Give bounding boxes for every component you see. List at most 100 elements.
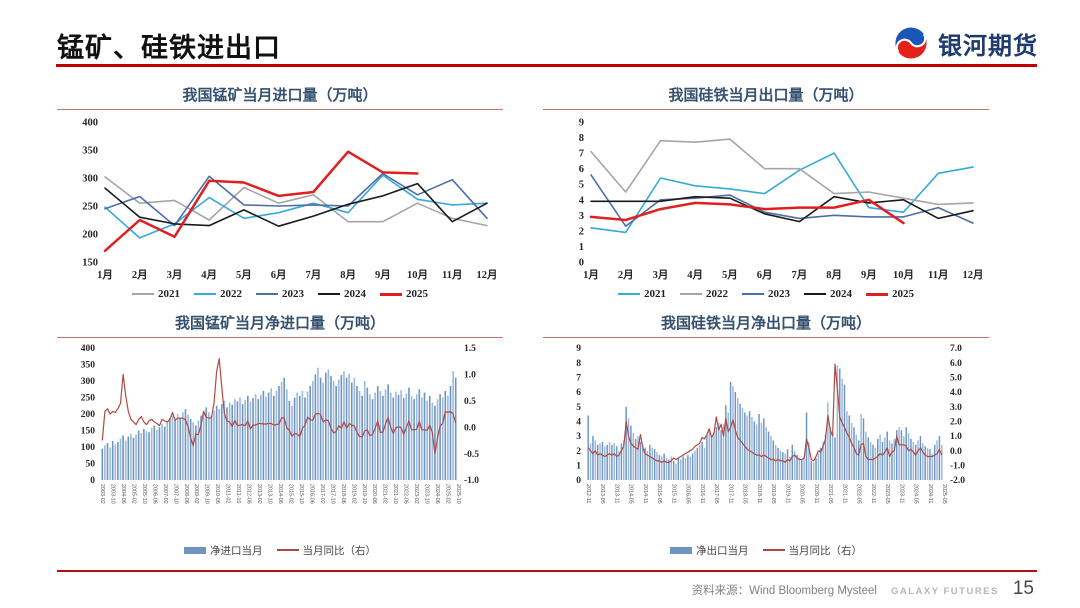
svg-text:4.0: 4.0: [950, 388, 962, 398]
svg-text:4: 4: [576, 418, 581, 428]
svg-text:2025-02: 2025-02: [445, 484, 451, 504]
svg-text:7月: 7月: [305, 269, 321, 281]
svg-text:2022-06: 2022-06: [403, 484, 409, 504]
svg-text:3: 3: [579, 211, 584, 222]
svg-text:2: 2: [576, 447, 581, 457]
svg-text:2014-11: 2014-11: [642, 484, 648, 503]
svg-text:2014-06: 2014-06: [277, 484, 283, 504]
svg-text:2015-10: 2015-10: [298, 484, 304, 504]
svg-text:0.0: 0.0: [950, 447, 962, 457]
svg-text:2021-05: 2021-05: [827, 484, 833, 504]
legend-swatch: [866, 292, 888, 296]
svg-text:2017-10: 2017-10: [329, 484, 335, 504]
svg-text:150: 150: [81, 427, 96, 437]
svg-text:2021-02: 2021-02: [382, 484, 388, 504]
title-underline: [543, 337, 989, 338]
footer-accent-line: [57, 570, 1037, 572]
svg-text:2009-02: 2009-02: [193, 484, 199, 504]
panel-fe-export: 我国硅铁当月出口量（万吨） 0 1 2 3 4 5 6 7 8 9 1月 2月 3月 4月 5月 6月 7月 8月…: [543, 84, 989, 303]
svg-text:2021-10: 2021-10: [392, 484, 398, 504]
svg-text:100: 100: [81, 443, 96, 453]
svg-text:2024-05: 2024-05: [913, 484, 919, 504]
svg-text:3.0: 3.0: [950, 403, 962, 413]
svg-text:2020-05: 2020-05: [799, 484, 805, 504]
svg-text:250: 250: [82, 202, 98, 213]
svg-text:12月: 12月: [963, 269, 984, 281]
svg-text:2024-11: 2024-11: [927, 484, 933, 503]
chart-title-fe-net-export: 我国硅铁当月净出口量（万吨）: [660, 315, 871, 332]
svg-text:2013-10: 2013-10: [267, 484, 273, 504]
svg-text:1: 1: [576, 462, 581, 472]
svg-text:2011-10: 2011-10: [235, 484, 241, 503]
legend-swatch: [256, 293, 278, 295]
svg-text:-1.0: -1.0: [950, 462, 965, 472]
svg-text:2013-02: 2013-02: [256, 484, 262, 504]
svg-text:8: 8: [576, 359, 581, 369]
svg-text:400: 400: [82, 118, 98, 129]
svg-text:300: 300: [82, 174, 98, 185]
svg-text:2月: 2月: [132, 269, 148, 281]
svg-text:2010-06: 2010-06: [214, 484, 220, 504]
svg-text:6月: 6月: [757, 269, 773, 281]
svg-text:200: 200: [81, 410, 96, 420]
header-accent-line: [56, 64, 1037, 67]
legend-swatch: [380, 292, 402, 296]
legend-swatch: [742, 293, 764, 295]
chart-title-mn-net-import: 我国锰矿当月净进口量（万吨）: [174, 315, 385, 332]
svg-text:2011-02: 2011-02: [225, 484, 231, 503]
legend-item: 2021: [132, 288, 180, 300]
legend-label: 2025: [892, 288, 914, 300]
legend-item: 当月同比（右）: [762, 543, 863, 558]
svg-text:2015-02: 2015-02: [287, 484, 293, 504]
svg-text:10月: 10月: [407, 269, 428, 281]
svg-text:4: 4: [579, 195, 585, 206]
svg-text:2018-05: 2018-05: [742, 484, 748, 504]
svg-text:2012-06: 2012-06: [246, 484, 252, 504]
legend-item: 净进口当月: [184, 543, 263, 558]
svg-text:2024-06: 2024-06: [434, 484, 440, 504]
legend-item: 2023: [256, 288, 304, 300]
svg-text:8: 8: [579, 133, 584, 144]
legend-label: 当月同比（右）: [788, 544, 863, 557]
svg-text:2020-11: 2020-11: [813, 484, 819, 503]
svg-text:2006-06: 2006-06: [151, 484, 157, 504]
brand-name: 银河期货: [938, 32, 1038, 60]
title-underline: [57, 109, 503, 110]
svg-text:1.0: 1.0: [950, 432, 962, 442]
panel-mn-net-import: 我国锰矿当月净进口量（万吨） 0 50 100 150 200 250 300 350 400 -…: [57, 312, 503, 559]
svg-text:300: 300: [81, 377, 96, 387]
svg-text:3月: 3月: [167, 269, 183, 281]
legend-label: 2022: [706, 288, 728, 300]
brand-footer-text: GALAXY FUTURES: [890, 586, 999, 597]
legend-swatch: [132, 293, 154, 295]
fe-net-export-combo-chart: 0 1 2 3 4 5 6 7 8 9 -2.0 -1.0 0.0 1.0 2.0 3.0 4.0 5.0 6.0 7…: [576, 344, 965, 504]
svg-text:2月: 2月: [618, 269, 634, 281]
chart-title-mn-import: 我国锰矿当月进口量（万吨）: [182, 87, 378, 104]
svg-text:2007-02: 2007-02: [162, 484, 168, 504]
svg-text:2016-11: 2016-11: [699, 484, 705, 503]
svg-text:2021-11: 2021-11: [841, 484, 847, 503]
fe-net-export-legend: 净出口当月 当月同比（右）: [543, 541, 989, 559]
svg-text:10月: 10月: [893, 269, 914, 281]
svg-text:5.0: 5.0: [950, 374, 962, 384]
legend-item: 2024: [804, 288, 852, 300]
svg-text:1月: 1月: [583, 269, 599, 281]
svg-text:2: 2: [579, 226, 584, 237]
svg-text:2015-05: 2015-05: [656, 484, 662, 504]
svg-text:350: 350: [82, 146, 98, 157]
svg-text:2.0: 2.0: [950, 418, 962, 428]
svg-text:4月: 4月: [201, 269, 217, 281]
fe-export-legend: 2021 2022 2023 2024 2025: [543, 285, 989, 303]
legend-item: 当月同比（右）: [276, 543, 376, 558]
svg-text:200: 200: [82, 230, 98, 241]
svg-text:2003-02: 2003-02: [99, 484, 105, 504]
svg-text:2023-02: 2023-02: [413, 484, 419, 504]
svg-text:2023-10: 2023-10: [424, 484, 430, 504]
svg-text:2019-05: 2019-05: [770, 484, 776, 504]
fe-export-line-chart: 0 1 2 3 4 5 6 7 8 9 1月 2月 3月 4月 5月 6月 7月 8月 9月 10月 11月 12月: [579, 118, 984, 282]
mn-net-import-legend: 净进口当月 当月同比（右）: [57, 541, 503, 559]
svg-text:2019-10: 2019-10: [361, 484, 367, 504]
svg-text:-1.0: -1.0: [464, 476, 479, 486]
galaxy-swirl-icon: [895, 27, 927, 59]
svg-text:2023-11: 2023-11: [898, 484, 904, 503]
